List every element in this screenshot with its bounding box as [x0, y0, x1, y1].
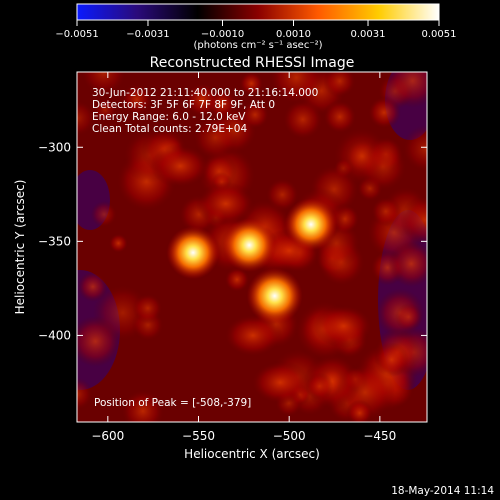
heatmap-noise — [120, 388, 166, 422]
heatmap-source — [166, 226, 220, 280]
colorbar-tick-label: 0.0031 — [351, 29, 386, 40]
heatmap-noise — [192, 114, 239, 161]
heatmap-ridge — [222, 313, 283, 358]
y-tick-label: −400 — [38, 328, 71, 342]
heatmap-noise — [80, 72, 128, 97]
heatmap-noise — [388, 240, 427, 287]
x-tick-label: −450 — [363, 429, 396, 443]
heatmap-noise — [132, 292, 164, 324]
heatmap-noise — [394, 303, 423, 331]
colorbar-tick-label: 0.0051 — [422, 29, 457, 40]
heatmap-noise — [240, 100, 270, 130]
heatmap-image — [77, 72, 427, 422]
heatmap-ridge — [250, 360, 311, 405]
colorbar-ticks: −0.0051 −0.0031 −0.0010 0.0010 0.0031 0.0051 — [55, 20, 457, 40]
heatmap-noise — [370, 196, 401, 227]
heatmap-noise — [238, 72, 264, 96]
heatmap-noise — [367, 95, 401, 130]
heatmap-noise — [281, 98, 324, 141]
heatmap-noise — [108, 233, 129, 254]
chart-title: Reconstructed RHESSI Image — [150, 55, 355, 71]
x-tick-label: −600 — [91, 429, 124, 443]
detectors-text: Detectors: 3F 5F 6F 7F 8F 9F, Att 0 — [92, 99, 275, 111]
plot-frame — [76, 71, 428, 423]
heatmap-noise — [77, 99, 97, 137]
heatmap-noise — [77, 271, 108, 302]
heatmap-source — [222, 218, 277, 272]
clean-counts-text: Clean Total counts: 2.79E+04 — [92, 123, 247, 135]
y-axis-label: Heliocentric Y (arcsec) — [13, 180, 27, 315]
heatmap-noise — [268, 72, 325, 106]
x-tick-label: −550 — [182, 429, 215, 443]
heatmap-noise — [374, 342, 410, 378]
heatmap-noise — [90, 201, 118, 228]
time-range-text: 30-Jun-2012 21:11:40.000 to 21:16:14.000 — [92, 87, 318, 99]
colorbar — [76, 3, 440, 21]
heatmap-source — [284, 198, 338, 251]
colorbar-tick-label: −0.0051 — [55, 29, 98, 40]
heatmap-noise — [305, 372, 334, 401]
heatmap-noise — [120, 83, 153, 116]
x-axis: −600 −550 −500 −450 — [91, 72, 396, 443]
heatmap-noise — [331, 125, 392, 186]
colorbar-tick-label: −0.0031 — [126, 29, 169, 40]
energy-range-text: Energy Range: 6.0 - 12.0 keV — [92, 111, 246, 123]
y-tick-label: −350 — [38, 234, 71, 248]
heatmap-noise — [77, 377, 94, 411]
heatmap-ridge — [313, 304, 374, 349]
y-axis: −300 −350 −400 — [38, 140, 427, 342]
colorbar-units-label: (photons cm⁻² s⁻¹ asec⁻²) — [193, 40, 322, 51]
colorbar-tick-label: −0.0010 — [201, 29, 244, 40]
y-tick-label: −300 — [38, 140, 71, 154]
heatmap-noise — [400, 195, 427, 245]
heatmap-noise — [346, 399, 374, 422]
heatmap-ridge — [195, 181, 256, 226]
heatmap-source — [246, 267, 303, 324]
x-tick-label: −500 — [273, 429, 306, 443]
x-axis-label: Heliocentric X (arcsec) — [184, 447, 320, 461]
heatmap-noise — [93, 98, 117, 122]
heatmap-noise — [322, 99, 358, 135]
heatmap-ridge — [150, 144, 211, 189]
heatmap-noise — [385, 72, 427, 108]
footer-date: 18-May-2014 11:14 — [391, 485, 494, 497]
heatmap-noise — [401, 125, 427, 173]
peak-position-text: Position of Peak = [-508,-379] — [94, 397, 251, 409]
heatmap-noise — [184, 82, 220, 118]
colorbar-tick-label: 0.0010 — [276, 29, 311, 40]
heatmap-noise — [323, 72, 357, 98]
